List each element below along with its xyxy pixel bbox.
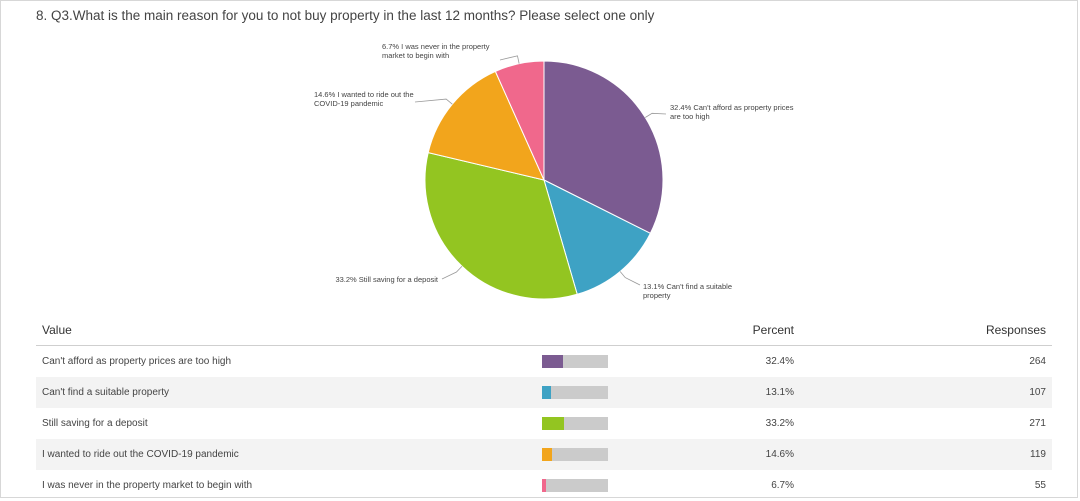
row-value: Can't find a suitable property [36,377,536,408]
percent-bar-track [542,386,608,399]
question-title: 8. Q3.What is the main reason for you to… [36,8,655,23]
leader-line [499,55,520,64]
row-bar [536,439,638,470]
table-row: Can't afford as property prices are too … [36,346,1052,378]
table-row: I wanted to ride out the COVID-19 pandem… [36,439,1052,470]
row-responses: 107 [800,377,1052,408]
row-responses: 271 [1029,418,1046,429]
table-row: Can't find a suitable property 13.1% 107 [36,377,1052,408]
leader-line [645,112,667,118]
pie-slice-label: 14.6% I wanted to ride out the COVID-19 p… [314,90,414,108]
percent-bar-fill [542,386,551,399]
pie-slice [543,179,652,295]
row-value: Still saving for a deposit [42,418,148,429]
row-bar [536,346,638,378]
percent-bar-fill [542,479,546,492]
table-row: Still saving for a deposit 33.2% 271 [36,408,1052,439]
row-bar [536,408,638,439]
row-bar [536,377,638,408]
pie-slice-label: 32.4% Can't afford as property prices are… [670,103,794,121]
row-value: I was never in the property market to be… [42,480,253,491]
percent-bar-track [542,448,608,461]
row-percent: 13.1% [638,377,800,408]
header-responses: Responses [800,315,1052,346]
row-percent: 32.4% [765,356,794,367]
row-value: Can't afford as property prices are too … [42,356,232,367]
leader-line [619,271,641,286]
row-percent: 6.7% [771,480,794,491]
header-bar [536,315,638,346]
row-bar [536,470,638,501]
pie-chart: 32.4% Can't afford as property prices are… [314,42,794,300]
row-responses: 264 [1029,356,1046,367]
pie-slice-label: 6.7% I was never in the property market t… [382,42,490,60]
row-value: I wanted to ride out the COVID-19 pandem… [36,439,536,470]
percent-bar-track [542,417,608,430]
percent-bar-fill [542,417,564,430]
pie-slice-label: 13.1% Can't find a suitable property [643,282,732,300]
row-percent: 14.6% [638,439,800,470]
row-percent: 33.2% [765,418,794,429]
row-responses: 119 [800,439,1052,470]
percent-bar-track [542,479,608,492]
table-header-row: Value Percent Responses [36,315,1052,346]
pie-slice-label: 33.2% Still saving for a deposit [335,275,438,284]
header-percent: Percent [638,315,800,346]
leader-line [441,265,463,280]
row-responses: 55 [1034,480,1046,491]
percent-bar-track [542,355,608,368]
pie-slice [494,60,545,181]
pie-slice [427,70,545,181]
pie-slice [543,60,664,235]
header-value: Value [36,315,536,346]
percent-bar-fill [542,355,563,368]
results-table: Value Percent Responses Can't afford as … [36,315,1052,501]
leader-line [414,98,453,105]
table-row: I was never in the property market to be… [36,470,1052,501]
percent-bar-fill [542,448,552,461]
